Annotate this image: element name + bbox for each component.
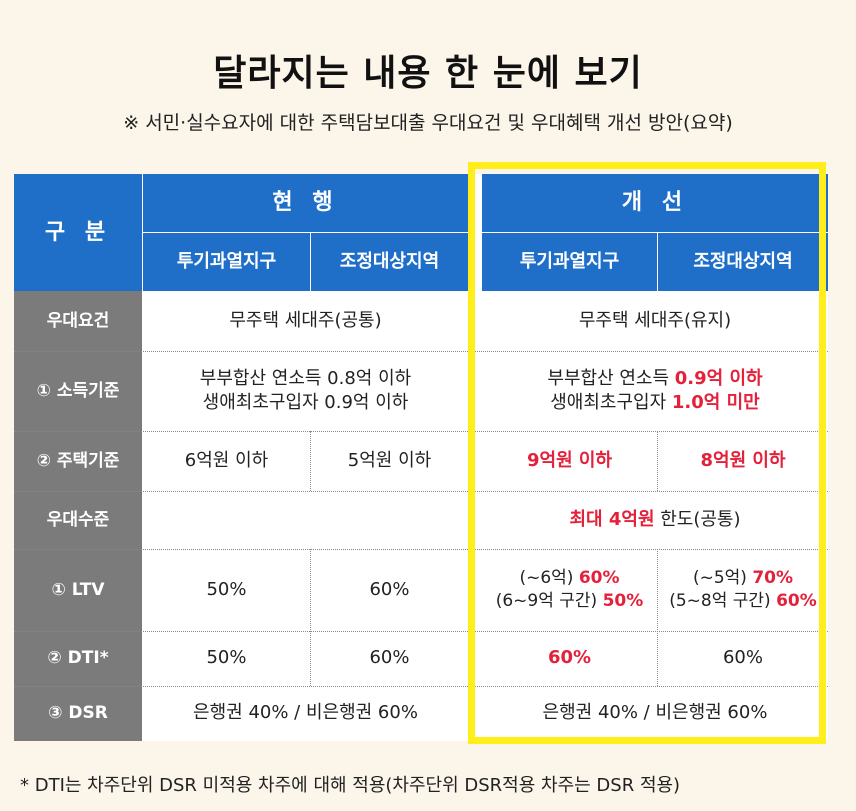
ltv-oh-line1-text: (~6억) [519, 568, 579, 589]
cell-income-improved: 부부합산 연소득 0.9억 이하 생애최초구입자 1.0억 미만 [482, 351, 828, 431]
income-current-line1: 부부합산 연소득 0.8억 이하 [199, 367, 412, 389]
page-subtitle: ※ 서민·실수요자에 대한 주택담보대출 우대요건 및 우대혜택 개선 방안(요… [123, 112, 733, 134]
page-title: 달라지는 내용 한 눈에 보기 [213, 53, 643, 94]
cell-house-improved-overheated: 9억원 이하 [526, 449, 613, 471]
label-dsr: ③ DSR [14, 686, 142, 741]
income-current-line2: 생애최초구입자 0.9억 이하 [202, 392, 409, 413]
ltv-oh-line2-highlight: 50% [602, 591, 644, 611]
cell-house-improved-adjusted: 8억원 이하 [700, 449, 786, 471]
header-current-adjusted: 조정대상지역 [311, 233, 468, 291]
col-divider [657, 549, 658, 686]
row-divider [14, 686, 828, 687]
income-improved-line1: 부부합산 연소득 0.9억 이하 [547, 367, 762, 391]
cell-dti-improved-adjusted: 60% [722, 647, 763, 669]
cell-req-current: 무주택 세대주(공통) [229, 309, 382, 331]
header-current-overheated: 투기과열지구 [143, 233, 310, 291]
ltv-ad-line1-text: (~5억) [692, 568, 753, 589]
header-improved-adjusted: 조정대상지역 [658, 233, 828, 291]
header-improved: 개 선 [482, 174, 828, 232]
income-improved-line2-text: 생애최초구입자 [550, 392, 672, 413]
cell-ltv-current-adjusted: 60% [369, 578, 410, 600]
label-preferential-req: 우대요건 [14, 291, 142, 351]
row-divider [14, 631, 828, 632]
label-pref-level: 우대수준 [14, 491, 142, 549]
label-dti: ② DTI* [14, 631, 142, 686]
footnote: * DTI는 차주단위 DSR 미적용 차주에 대해 적용(차주단위 DSR적용… [20, 775, 681, 796]
cell-house-current-overheated: 6억원 이하 [184, 449, 269, 471]
header-improved-overheated: 투기과열지구 [482, 233, 657, 291]
ltv-ad-line2-highlight: 60% [776, 591, 817, 611]
col-divider [657, 431, 658, 491]
cell-income-current: 부부합산 연소득 0.8억 이하 생애최초구입자 0.9억 이하 [143, 351, 468, 431]
cell-ltv-improved-overheated: (~6억) 60% (6~9억 구간) 50% [482, 549, 657, 631]
comparison-table: 구 분 현 행 투기과열지구 조정대상지역 개 선 투기과열지구 조정대상지역 … [14, 174, 828, 741]
row-divider [14, 491, 828, 492]
ltv-ad-line1-highlight: 70% [752, 568, 794, 589]
cell-house-current-adjusted: 5억원 이하 [347, 449, 432, 471]
col-divider [310, 549, 311, 686]
ltv-oh-line2: (6~9억 구간) 50% [496, 590, 644, 613]
cell-dsr-improved: 은행권 40% / 비은행권 60% [542, 702, 768, 724]
label-ltv: ① LTV [14, 549, 142, 631]
header-current: 현 행 [143, 174, 468, 232]
cell-dti-current-overheated: 50% [206, 647, 247, 669]
label-house: ② 주택기준 [14, 431, 142, 491]
cell-req-improved: 무주택 세대주(유지) [578, 309, 732, 331]
income-improved-line1-highlight: 0.9억 이하 [674, 367, 763, 389]
cell-dti-current-adjusted: 60% [369, 647, 410, 669]
ltv-oh-line1-highlight: 60% [578, 568, 620, 589]
ltv-oh-line1: (~6억) 60% [519, 567, 619, 590]
pref-level-highlight: 최대 4억원 [569, 508, 655, 530]
row-divider [14, 351, 828, 352]
ltv-ad-line1: (~5억) 70% [693, 567, 793, 590]
col-divider [310, 431, 311, 491]
label-income: ① 소득기준 [14, 351, 142, 431]
income-improved-line1-text: 부부합산 연소득 [547, 367, 675, 389]
ltv-ad-line2-text: (5~8억 구간) [669, 591, 777, 611]
row-divider [14, 431, 828, 432]
header-category: 구 분 [14, 174, 142, 291]
row-divider [14, 549, 828, 550]
cell-ltv-current-overheated: 50% [206, 578, 247, 600]
ltv-oh-line2-text: (6~9억 구간) [495, 591, 603, 611]
ltv-ad-line2: (5~8억 구간) 60% [669, 590, 817, 613]
cell-dsr-current: 은행권 40% / 비은행권 60% [193, 702, 418, 724]
income-improved-line2: 생애최초구입자 1.0억 미만 [550, 391, 760, 415]
cell-ltv-improved-adjusted: (~5억) 70% (5~8억 구간) 60% [658, 549, 828, 631]
pref-level-suffix: 한도(공통) [654, 508, 741, 530]
cell-dti-improved-overheated: 60% [547, 647, 592, 669]
cell-pref-level-improved: 최대 4억원 한도(공통) [482, 491, 828, 549]
income-improved-line2-highlight: 1.0억 미만 [671, 392, 760, 413]
